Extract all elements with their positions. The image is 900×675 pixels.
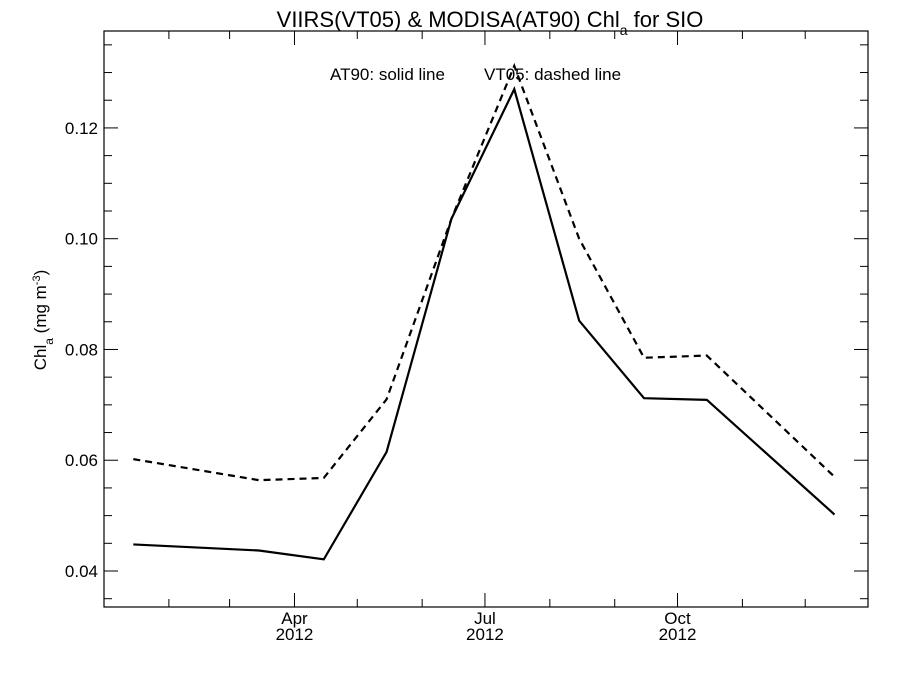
x-tick-month-label: Oct: [664, 609, 691, 628]
y-axis-label: Chla (mg m-3): [31, 270, 56, 371]
x-tick-month-label: Jul: [474, 609, 496, 628]
y-tick-label: 0.06: [65, 451, 98, 470]
plot-frame: [103, 30, 869, 608]
series-line-vt05: [133, 62, 836, 482]
y-tick-label: 0.12: [65, 119, 98, 138]
legend-dashed-line: VT05: dashed line: [484, 65, 621, 84]
x-tick-year-label: 2012: [659, 625, 697, 644]
x-tick-year-label: 2012: [276, 625, 314, 644]
x-tick-month-label: Apr: [281, 609, 308, 628]
plot-layer: 0.040.060.080.100.12Apr2012Jul2012Oct201…: [65, 30, 869, 644]
legend-solid-line: AT90: solid line: [330, 65, 445, 84]
y-tick-label: 0.04: [65, 562, 98, 581]
y-tick-label: 0.08: [65, 340, 98, 359]
series-line-at90: [133, 86, 836, 561]
x-tick-year-label: 2012: [466, 625, 504, 644]
y-tick-label: 0.10: [65, 230, 98, 249]
chart-title: VIIRS(VT05) & MODISA(AT90) Chla for SIO: [277, 7, 704, 38]
